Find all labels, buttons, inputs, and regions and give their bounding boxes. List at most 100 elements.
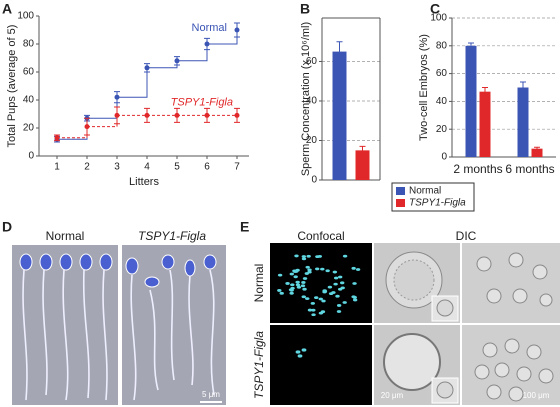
nucleus <box>304 272 310 275</box>
y-axis-label: Total Pups (average of 5) <box>6 25 18 148</box>
column-label: DIC <box>456 229 477 243</box>
point <box>114 94 120 100</box>
nucleus <box>295 350 301 354</box>
panel-letter: E <box>240 219 249 235</box>
y-tick-label: 20 <box>306 135 318 146</box>
dic-images <box>374 243 560 405</box>
nucleus <box>352 282 357 285</box>
step-line <box>87 115 118 128</box>
nucleus <box>289 272 294 276</box>
bar <box>531 148 543 157</box>
y-tick-label: 80 <box>436 40 448 51</box>
nucleus <box>301 348 307 352</box>
nucleus <box>302 287 307 291</box>
row-label: Normal <box>252 264 266 303</box>
nucleus <box>301 281 306 284</box>
column-label: Normal <box>46 229 85 243</box>
bar <box>479 91 491 157</box>
nucleus <box>315 255 320 259</box>
nucleus <box>315 267 320 271</box>
step-line <box>87 97 118 119</box>
nucleus <box>352 298 358 302</box>
x-tick-label: 6 <box>204 162 210 173</box>
error-bar <box>534 146 540 151</box>
x-tick-label: 2 <box>84 162 90 173</box>
nucleus <box>340 281 345 285</box>
point <box>204 41 210 47</box>
nucleus <box>305 297 310 301</box>
nucleus <box>294 254 299 258</box>
step-line <box>147 60 178 69</box>
nucleus <box>277 289 282 292</box>
nucleus <box>279 291 284 295</box>
point <box>174 58 180 64</box>
scale-bar-label: 5 μm <box>202 390 220 399</box>
point <box>114 112 120 118</box>
step-line <box>57 126 88 139</box>
nucleus <box>336 304 342 307</box>
nucleus <box>310 301 316 305</box>
error-bar <box>468 42 474 50</box>
nucleus <box>314 296 319 300</box>
nucleus <box>337 287 343 291</box>
legend-swatch <box>396 199 405 207</box>
y-tick-label: 40 <box>436 96 448 107</box>
y-tick-label: 60 <box>23 67 35 78</box>
row-label: TSPY1-Figla <box>252 331 266 399</box>
x-axis-label: Litters <box>129 176 159 188</box>
confocal-nuclei <box>277 254 361 358</box>
error-bar <box>336 41 343 62</box>
y-tick-label: 80 <box>23 39 35 50</box>
y-tick-label: 60 <box>436 68 448 79</box>
micrograph-tspy1-sperm <box>122 245 226 405</box>
confocal-images <box>270 243 372 405</box>
x-tick-label: 1 <box>54 162 60 173</box>
column-label: TSPY1-Figla <box>138 229 206 243</box>
step-line <box>117 67 148 98</box>
point <box>84 124 90 130</box>
series-label: Normal <box>192 22 227 34</box>
y-tick-label: 100 <box>17 11 34 22</box>
x-tick-label: 4 <box>144 162 150 173</box>
nucleus <box>293 275 298 279</box>
bar <box>355 150 370 180</box>
point <box>54 135 60 141</box>
point <box>234 112 240 118</box>
point <box>234 27 240 33</box>
nucleus <box>333 276 339 280</box>
nucleus <box>277 273 283 277</box>
nucleus <box>352 296 357 299</box>
panel-letter: A <box>2 1 12 17</box>
nucleus <box>332 270 338 274</box>
x-tick-label: 5 <box>174 162 180 173</box>
nucleus <box>295 280 300 284</box>
nucleus <box>338 275 343 279</box>
nucleus <box>289 291 294 295</box>
y-tick-label: 0 <box>28 151 34 162</box>
panel-letter: D <box>2 219 12 235</box>
nucleus <box>307 268 312 272</box>
point <box>204 112 210 118</box>
nucleus <box>290 286 295 290</box>
step-line <box>57 118 88 140</box>
nucleus <box>335 294 340 298</box>
y-tick-label: 20 <box>23 123 35 134</box>
nucleus <box>342 254 348 258</box>
nucleus <box>342 301 347 304</box>
nucleus <box>290 283 295 287</box>
legend-swatch <box>396 187 405 195</box>
bar <box>332 51 347 181</box>
y-tick-label: 20 <box>436 124 448 135</box>
nucleus <box>333 282 338 286</box>
x-tick-label: 2 months <box>453 162 502 176</box>
nucleus <box>320 310 326 314</box>
nucleus <box>311 308 316 312</box>
nucleus <box>322 289 327 293</box>
step-line <box>177 44 208 62</box>
nucleus <box>351 266 356 270</box>
legend-label: TSPY1-Figla <box>409 198 466 209</box>
point <box>174 112 180 118</box>
nucleus <box>321 299 326 303</box>
nucleus <box>318 297 323 301</box>
nucleus <box>305 265 310 269</box>
